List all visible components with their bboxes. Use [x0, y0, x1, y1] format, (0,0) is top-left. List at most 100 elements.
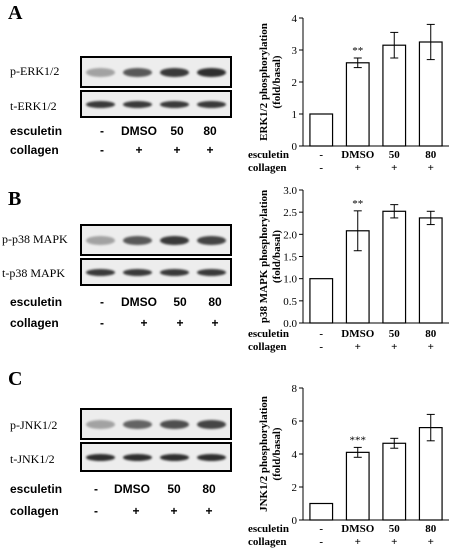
collagen-axis-label: collagen [248, 341, 287, 353]
lane-esculetin-value: 80 [208, 295, 222, 309]
x-tick-label: + [428, 162, 434, 174]
blot-label-p-p38: p-p38 MAPK [2, 232, 68, 246]
esculetin-label: esculetin [10, 295, 63, 309]
x-tick-label: - [319, 162, 323, 174]
collagen-axis-label: collagen [248, 162, 287, 174]
lane-collagen-value: + [211, 316, 219, 330]
blot-band [196, 100, 227, 108]
x-tick-label: + [355, 162, 361, 174]
y-tick-label: 0 [292, 515, 298, 527]
y-axis-label: ERK1/2 phosphorylation(fold/basal) [258, 23, 283, 141]
significance-label: ** [352, 45, 363, 57]
y-tick-label: 4 [292, 449, 298, 461]
lane-esculetin-value: DMSO [114, 482, 150, 496]
lane-esculetin-value: 50 [173, 295, 187, 309]
x-tick-label: DMSO [341, 328, 374, 340]
panel-letter-b: B [8, 188, 22, 210]
blot-band [196, 268, 227, 276]
bar [309, 113, 334, 147]
collagen-label: collagen [10, 316, 59, 330]
bar [309, 278, 334, 324]
bar [345, 451, 370, 521]
x-tick-label: 80 [425, 328, 437, 340]
y-tick-label: 2 [292, 77, 298, 89]
lane-collagen-value: + [135, 143, 143, 157]
collagen-label: collagen [10, 143, 59, 157]
blot-band [122, 453, 153, 461]
lane-collagen-value: + [176, 316, 184, 330]
blot-band [85, 67, 116, 77]
blot-band [196, 453, 227, 461]
x-tick-label: 50 [389, 328, 401, 340]
y-tick-label: 6 [292, 416, 298, 428]
blot-band [85, 268, 116, 276]
lane-esculetin-value: - [100, 124, 104, 138]
blot-label-p-jnk: p-JNK1/2 [10, 418, 58, 432]
x-tick-label: + [428, 341, 434, 353]
x-tick-label: 80 [425, 523, 437, 535]
blot-band [196, 67, 227, 77]
x-tick-label: DMSO [341, 523, 374, 535]
significance-label: *** [350, 434, 367, 446]
lane-esculetin-value: 50 [170, 124, 184, 138]
blot-label-p-erk: p-ERK1/2 [10, 64, 60, 78]
esculetin-label: esculetin [10, 482, 63, 496]
esculetin-axis-label: esculetin [248, 523, 289, 535]
western-blot-t-p38 [80, 258, 232, 286]
collagen-label: collagen [10, 504, 59, 518]
blot-band [159, 235, 190, 245]
y-axis-label: p38 MAPK phosphorylation(fold/basal) [258, 190, 283, 323]
y-axis-label: JNK1/2 phosphorylation(fold/basal) [258, 396, 283, 512]
y-tick-label: 0 [292, 141, 298, 153]
y-tick-label: 8 [292, 383, 298, 395]
esculetin-label: esculetin [10, 124, 63, 138]
lane-esculetin-value: DMSO [121, 295, 157, 309]
bar [382, 442, 407, 521]
blot-band [159, 453, 190, 461]
western-blot-p-p38 [80, 224, 232, 256]
panel-letter-a: A [8, 2, 23, 24]
x-tick-label: - [319, 536, 323, 548]
lane-collagen-value: + [170, 504, 178, 518]
blot-band [122, 67, 153, 77]
x-tick-label: + [428, 536, 434, 548]
blot-band [122, 419, 153, 429]
bar [345, 62, 370, 147]
blot-band [159, 100, 190, 108]
y-tick-label: 3.0 [283, 185, 297, 197]
panel-letter-c: C [8, 368, 23, 390]
lane-collagen-value: + [205, 504, 213, 518]
lane-esculetin-value: 80 [202, 482, 216, 496]
blot-band [122, 235, 153, 245]
blot-label-t-jnk: t-JNK1/2 [10, 452, 55, 466]
blot-band [85, 419, 116, 429]
lane-esculetin-value: - [94, 482, 98, 496]
y-tick-label: 4 [292, 13, 298, 25]
x-tick-label: - [319, 523, 323, 535]
x-tick-label: - [319, 328, 323, 340]
blot-band [196, 419, 227, 429]
y-tick-label: 2 [292, 482, 298, 494]
lane-collagen-value: - [94, 504, 98, 518]
blot-band [85, 453, 116, 461]
lane-esculetin-value: - [100, 295, 104, 309]
western-blot-t-erk [80, 90, 232, 118]
y-tick-label: 1.5 [283, 252, 297, 264]
x-tick-label: + [391, 341, 397, 353]
y-tick-label: 1.0 [283, 274, 297, 286]
lane-collagen-value: - [100, 143, 104, 157]
lane-collagen-value: - [100, 316, 104, 330]
significance-label: ** [352, 198, 363, 210]
x-tick-label: 50 [389, 523, 401, 535]
blot-band [159, 419, 190, 429]
bar [382, 210, 407, 324]
y-tick-label: 1 [292, 109, 298, 121]
lane-collagen-value: + [132, 504, 140, 518]
bar-chart-erk: 0 1 2 3 4 ERK1/2 phosphorylation(fold/basal) -… [248, 13, 449, 174]
y-tick-label: 3 [292, 45, 298, 57]
x-tick-label: DMSO [341, 149, 374, 161]
bar [418, 217, 443, 324]
x-tick-label: + [355, 536, 361, 548]
x-tick-label: + [355, 341, 361, 353]
